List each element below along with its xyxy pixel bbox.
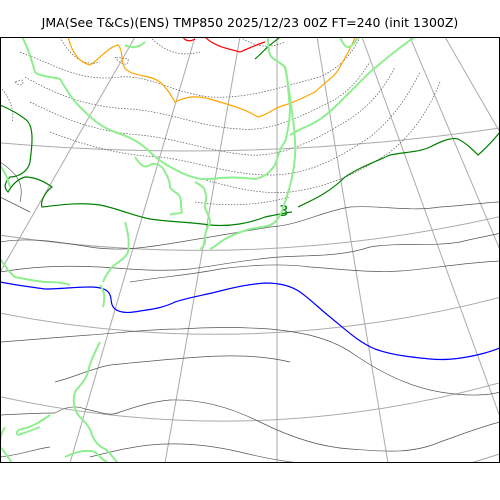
coastline <box>0 37 416 463</box>
longitude-line <box>409 37 500 252</box>
isotherm-red <box>182 37 266 53</box>
longitude-line <box>164 37 241 463</box>
dotted-isotherms <box>0 37 441 206</box>
latitude-line <box>0 127 500 152</box>
contour-label: 3 <box>279 202 289 220</box>
isotherm-orange <box>67 37 356 118</box>
longitude-line <box>444 37 500 134</box>
longitude-line <box>69 37 196 463</box>
graticule <box>0 37 500 463</box>
longitude-line <box>316 37 389 463</box>
latitude-line <box>0 216 500 251</box>
chart-title: JMA(See T&Cs)(ENS) TMP850 2025/12/23 00Z… <box>41 15 459 30</box>
isotherm-green <box>0 37 500 227</box>
latitude-line <box>0 382 500 422</box>
latitude-line <box>0 296 500 335</box>
map-canvas: 3 <box>0 37 500 463</box>
longitude-line <box>0 37 136 274</box>
solid-isotherms <box>0 161 500 463</box>
weather-map: 3 <box>0 37 500 463</box>
latitude-line <box>468 453 500 463</box>
longitude-line <box>361 37 500 418</box>
isotherm-blue <box>0 281 500 361</box>
